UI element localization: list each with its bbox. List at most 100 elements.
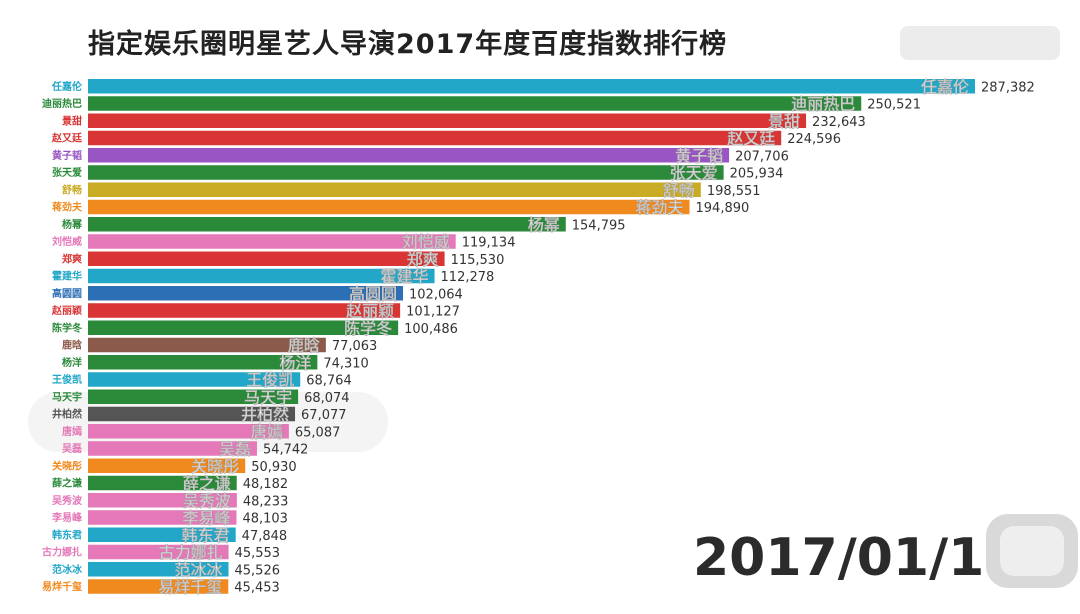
value-label: 65,087	[295, 425, 341, 440]
bar-name-label: 赵丽颖	[345, 302, 394, 321]
bar	[88, 199, 690, 215]
value-label: 54,742	[263, 443, 309, 458]
value-label: 45,553	[235, 546, 281, 561]
bar	[88, 148, 730, 163]
bar	[88, 562, 229, 577]
bar	[88, 96, 862, 111]
value-label: 102,064	[409, 287, 463, 302]
bar-name-label: 迪丽热巴	[791, 95, 855, 114]
bar-name-label: 井柏然	[241, 405, 289, 424]
bar-name-label: 关晓彤	[191, 457, 239, 476]
value-label: 48,103	[242, 512, 288, 527]
value-label: 50,930	[251, 460, 297, 475]
value-label: 48,182	[243, 477, 289, 492]
category-label: 霍建华	[52, 270, 82, 283]
value-label: 205,934	[730, 167, 784, 182]
value-label: 77,063	[332, 339, 378, 354]
category-label: 赵又廷	[51, 132, 83, 145]
category-label: 舒畅	[62, 183, 82, 196]
category-label: 韩东君	[52, 528, 82, 541]
value-label: 47,848	[242, 529, 288, 544]
category-label: 易烊千玺	[42, 580, 82, 593]
category-label: 关晓彤	[52, 459, 82, 472]
bar	[88, 424, 289, 439]
bar	[88, 389, 299, 404]
bar-name-label: 王俊凯	[246, 371, 294, 390]
bar	[88, 303, 401, 318]
value-label: 74,310	[323, 356, 369, 371]
bar	[88, 217, 566, 232]
value-label: 100,486	[404, 322, 458, 337]
category-label: 古力娜扎	[42, 546, 82, 559]
bar	[88, 544, 229, 560]
value-label: 194,890	[696, 201, 750, 216]
bar-name-label: 李易峰	[181, 509, 231, 528]
bar	[88, 355, 318, 370]
category-label: 吴秀波	[52, 494, 83, 507]
bar	[88, 527, 236, 542]
bar	[88, 165, 724, 180]
value-label: 287,382	[981, 80, 1035, 95]
bar-name-label: 易烊千玺	[158, 578, 222, 597]
value-label: 232,643	[812, 115, 866, 130]
category-label: 唐嫣	[62, 425, 82, 438]
value-label: 119,134	[462, 236, 516, 251]
category-label: 黄子韬	[52, 149, 82, 162]
bar	[88, 372, 301, 387]
bar	[88, 441, 257, 456]
category-label: 鹿晗	[62, 339, 82, 352]
bar-name-label: 吴秀波	[183, 491, 232, 510]
bar	[88, 113, 807, 128]
value-label: 198,551	[707, 184, 761, 199]
value-label: 154,795	[572, 218, 626, 233]
value-label: 45,453	[234, 581, 280, 596]
bar	[88, 234, 456, 249]
bar	[88, 182, 701, 197]
value-label: 48,233	[243, 494, 289, 509]
value-label: 68,074	[304, 391, 350, 406]
bar	[88, 510, 237, 525]
category-label: 王俊凯	[52, 373, 82, 386]
value-label: 101,127	[406, 305, 460, 320]
category-label: 李易峰	[51, 511, 83, 524]
bar-name-label: 高圆圆	[349, 284, 397, 303]
bar	[88, 458, 246, 473]
value-label: 112,278	[441, 270, 495, 285]
value-label: 224,596	[787, 132, 841, 147]
bar-name-label: 薛之谦	[183, 474, 231, 493]
corner-logo-inner	[1000, 526, 1064, 576]
category-label: 高圆圆	[52, 287, 82, 300]
watermark-top	[900, 26, 1060, 60]
category-label: 杨洋	[62, 356, 82, 369]
bar-name-label: 韩东君	[182, 526, 230, 545]
bar-name-label: 杨洋	[279, 353, 311, 372]
bar-name-label: 刘恺威	[402, 233, 450, 252]
value-label: 67,077	[301, 408, 347, 423]
chart-title: 指定娱乐圈明星艺人导演2017年度百度指数排行榜	[88, 29, 728, 60]
bar-name-label: 张天爱	[670, 164, 718, 183]
value-label: 45,526	[235, 563, 280, 578]
bar	[88, 320, 399, 335]
category-label: 杨幂	[62, 218, 83, 231]
bar	[88, 268, 435, 284]
category-label: 吴磊	[62, 443, 82, 455]
category-label: 陈学冬	[52, 321, 82, 334]
corner-logo	[986, 514, 1078, 588]
category-label: 任嘉伦	[51, 80, 83, 93]
bar-name-label: 唐嫣	[251, 422, 283, 441]
category-label: 郑爽	[62, 252, 82, 265]
bar-name-label: 古力娜扎	[159, 543, 223, 562]
category-label: 范冰冰	[52, 563, 83, 576]
bar-name-label: 景甜	[768, 112, 800, 131]
bar-name-label: 黄子韬	[675, 146, 723, 165]
bar-name-label: 杨幂	[528, 215, 560, 234]
category-label: 井柏然	[52, 408, 82, 421]
bar-name-label: 霍建华	[381, 267, 429, 286]
category-label: 张天爱	[52, 166, 82, 179]
category-label: 景甜	[62, 114, 82, 127]
date-stamp: 2017/01/11	[693, 528, 1021, 588]
bar-name-label: 马天宇	[244, 388, 292, 407]
bar-name-label: 吴磊	[219, 440, 251, 459]
value-label: 250,521	[867, 98, 921, 113]
